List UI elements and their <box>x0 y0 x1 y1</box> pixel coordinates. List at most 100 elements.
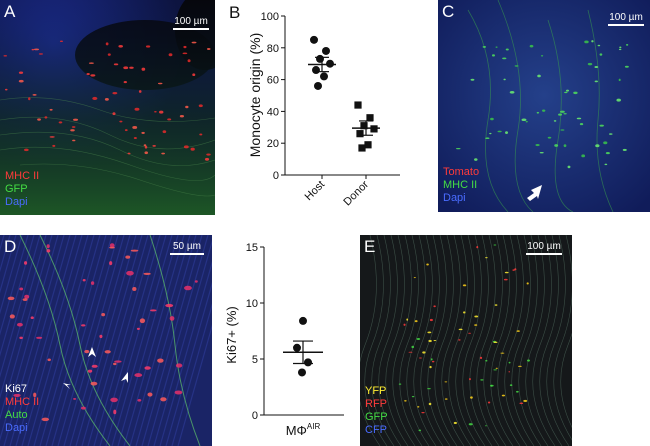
cell-speck <box>526 359 530 362</box>
cell-speck <box>502 57 507 60</box>
panel-c-legend-tomato: Tomato <box>443 166 480 178</box>
tissue-fiber <box>420 235 444 446</box>
cell-speck <box>123 81 127 84</box>
panel-e-scale-text: 100 µm <box>527 241 561 252</box>
cell-speck <box>141 131 145 134</box>
panel-d-legend-dapi: Dapi <box>5 422 28 434</box>
tissue-fiber <box>560 332 572 428</box>
cell-speck <box>428 339 432 343</box>
cell-speck <box>158 110 164 114</box>
tissue-hatch <box>0 235 29 336</box>
panel-a-legend-mhcii: MHC II <box>5 170 40 182</box>
cell-speck <box>428 402 432 406</box>
tissue-fiber <box>448 235 472 446</box>
cell-speck <box>165 303 174 308</box>
cell-speck <box>508 371 511 373</box>
cell-speck <box>503 78 506 81</box>
x-tick-label: Donor <box>341 178 371 208</box>
cell-speck <box>204 157 210 161</box>
cell-speck <box>584 40 589 44</box>
cell-speck <box>124 129 128 132</box>
cell-speck <box>113 409 117 415</box>
panel-d-legend-ki67: Ki67 <box>5 383 28 395</box>
cell-speck <box>608 133 613 135</box>
tissue-fiber <box>511 235 535 446</box>
cell-speck <box>185 105 189 109</box>
cell-speck <box>599 124 604 127</box>
cell-speck <box>130 249 139 252</box>
y-tick-label: 0 <box>252 410 258 422</box>
cell-speck <box>147 392 153 397</box>
tissue-hatch <box>27 235 89 446</box>
panel-c-micrograph: C 100 µm Tomato MHC II Dapi <box>438 0 650 212</box>
cell-speck <box>547 136 552 139</box>
cell-speck <box>512 269 515 271</box>
panel-e-legend-rfp: RFP <box>365 398 387 410</box>
cell-speck <box>101 313 106 317</box>
cell-speck <box>429 318 433 322</box>
tissue-hatch <box>159 260 212 446</box>
cell-speck <box>604 163 608 166</box>
cell-speck <box>125 255 131 259</box>
y-tick-label: 20 <box>267 138 279 150</box>
cell-speck <box>537 74 541 78</box>
cell-speck <box>132 287 137 291</box>
cell-speck <box>49 136 55 138</box>
cell-speck <box>431 360 435 363</box>
cell-speck <box>563 113 567 115</box>
cell-speck <box>38 53 43 55</box>
cell-speck <box>174 390 183 395</box>
cell-speck <box>479 356 483 360</box>
panel-d-legend-auto: Auto <box>5 409 28 421</box>
cell-speck <box>413 277 416 279</box>
cell-speck <box>36 336 43 339</box>
cell-speck <box>175 363 183 368</box>
cell-speck <box>192 73 196 77</box>
panel-c-image <box>438 0 650 212</box>
panel-a-legend-dapi: Dapi <box>5 196 28 208</box>
tissue-fiber <box>483 235 507 446</box>
cell-speck <box>581 154 586 158</box>
panel-a-legend: MHC II GFP Dapi <box>5 170 39 209</box>
cell-speck <box>495 46 498 48</box>
cell-speck <box>503 278 508 281</box>
cell-speck <box>86 72 90 76</box>
cell-speck <box>516 390 519 393</box>
cell-speck <box>144 145 148 149</box>
cell-speck <box>191 41 197 44</box>
cell-speck <box>32 94 37 96</box>
cell-speck <box>161 152 166 155</box>
tissue-hatch <box>0 235 53 421</box>
tissue-hatch <box>171 303 212 446</box>
tissue-fiber <box>518 235 542 446</box>
tissue-hatch <box>147 235 209 446</box>
panel-d-scale-line <box>170 253 204 255</box>
tissue-hatch <box>141 235 203 446</box>
cell-speck <box>169 316 175 321</box>
tissue-fiber <box>490 235 514 446</box>
cell-speck <box>49 108 53 111</box>
tissue-hatch <box>81 235 143 446</box>
cell-speck <box>427 331 432 334</box>
cell-speck <box>553 120 557 122</box>
tissue-fiber <box>364 235 388 446</box>
panel-d-chart: Ki67+ (%) 0 5 10 15 MΦAIR <box>224 242 344 438</box>
cell-speck <box>109 243 115 248</box>
cell-speck <box>427 388 431 390</box>
cell-speck <box>187 59 191 63</box>
cell-speck <box>109 261 113 266</box>
tissue-fiber <box>434 235 458 446</box>
cell-speck <box>597 44 601 47</box>
cell-speck <box>495 367 498 369</box>
cell-speck <box>618 78 621 82</box>
y-tick-label: 15 <box>246 242 258 254</box>
cell-speck <box>563 144 567 148</box>
cell-speck <box>4 88 8 91</box>
cell-speck <box>109 246 115 249</box>
cell-speck <box>198 104 203 108</box>
cell-speck <box>31 48 35 51</box>
panel-c-scale-text: 100 µm <box>609 12 643 23</box>
cell-speck <box>444 381 448 383</box>
cell-speck <box>521 118 527 122</box>
cell-speck <box>28 97 31 101</box>
